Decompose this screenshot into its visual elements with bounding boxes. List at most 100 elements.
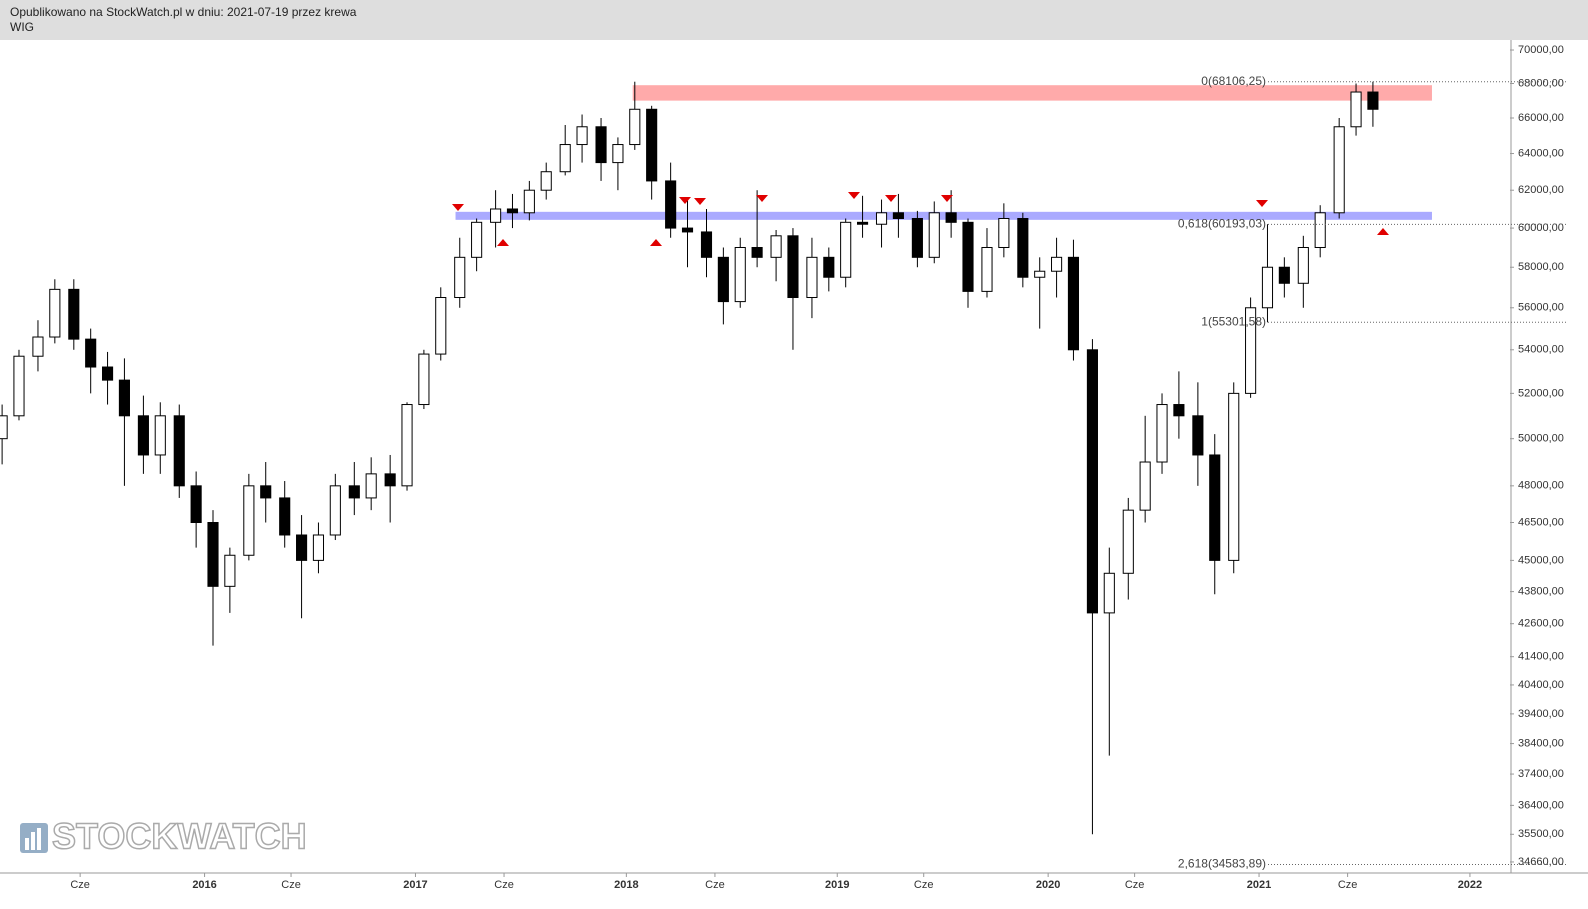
y-tick-label: 46500,00 xyxy=(1518,516,1564,528)
candle-body xyxy=(1278,266,1290,284)
candle-body xyxy=(892,212,904,219)
candle-body xyxy=(1051,256,1063,272)
candle-body xyxy=(1017,217,1029,278)
y-tick-label: 39400,00 xyxy=(1518,708,1564,720)
y-tick-label: 48000,00 xyxy=(1518,480,1564,492)
y-tick-label: 42600,00 xyxy=(1518,618,1564,630)
candle-body xyxy=(646,108,658,182)
candle-body xyxy=(806,256,818,299)
candle-body xyxy=(418,353,430,406)
zone xyxy=(632,85,1432,101)
candle-body xyxy=(734,246,746,303)
y-tick-label: 43800,00 xyxy=(1518,586,1564,598)
candle-body xyxy=(945,212,957,223)
candle-body xyxy=(454,256,466,299)
candle-body xyxy=(787,235,799,299)
candle-body xyxy=(595,126,607,164)
candle-body xyxy=(523,189,535,214)
y-tick-label: 36400,00 xyxy=(1518,799,1564,811)
fib-label: 1(55301,58) xyxy=(1201,314,1266,328)
y-tick-label: 50000,00 xyxy=(1518,433,1564,445)
y-tick-label: 54000,00 xyxy=(1518,344,1564,356)
candle-body xyxy=(224,554,236,587)
candle-body xyxy=(32,336,44,357)
candle-body xyxy=(1122,509,1134,574)
candle-body xyxy=(190,485,202,524)
candle-body xyxy=(207,522,219,587)
candle-body xyxy=(576,126,588,146)
y-tick-label: 35500,00 xyxy=(1518,828,1564,840)
signal-markers xyxy=(452,192,1389,246)
y-tick-label: 37400,00 xyxy=(1518,768,1564,780)
x-tick-label: 2020 xyxy=(1036,879,1060,891)
candle-body xyxy=(68,288,80,340)
zone xyxy=(455,211,1432,220)
x-tick-label: 2016 xyxy=(192,879,216,891)
candle-body xyxy=(665,180,677,229)
y-tick-label: 45000,00 xyxy=(1518,554,1564,566)
candle-body xyxy=(823,256,835,278)
candle-body xyxy=(1173,404,1185,417)
candle-body xyxy=(681,227,694,233)
zones xyxy=(455,85,1432,220)
candle-body xyxy=(962,221,974,292)
candle-body xyxy=(1245,307,1257,394)
candle-body xyxy=(540,171,552,191)
candle-body xyxy=(13,355,25,417)
candle-body xyxy=(118,379,130,417)
candle-body xyxy=(85,338,97,368)
y-tick-label: 62000,00 xyxy=(1518,184,1564,196)
candle-body xyxy=(751,246,763,258)
candle-body xyxy=(49,288,61,338)
candle-body xyxy=(1034,270,1046,278)
candles xyxy=(0,81,1379,835)
candle-body xyxy=(348,485,360,499)
y-tick-label: 41400,00 xyxy=(1518,651,1564,663)
x-tick-label: Cze xyxy=(281,879,301,891)
x-tick-label: 2018 xyxy=(614,879,638,891)
candle-body xyxy=(612,144,624,164)
x-tick-label: Cze xyxy=(70,879,90,891)
y-tick-label: 56000,00 xyxy=(1518,302,1564,314)
x-tick-label: 2017 xyxy=(403,879,427,891)
candle-body xyxy=(700,231,713,258)
y-tick-label: 34660,00 xyxy=(1518,856,1564,868)
candle-body xyxy=(1333,126,1345,214)
symbol: WIG xyxy=(10,20,34,34)
y-tick-label: 38400,00 xyxy=(1518,737,1564,749)
fib-label: 0,618(60193,03) xyxy=(1178,217,1266,231)
x-tick-label: 2019 xyxy=(825,879,849,891)
candle-body xyxy=(840,221,852,278)
candle-body xyxy=(770,235,782,258)
y-tick-label: 68000,00 xyxy=(1518,77,1564,89)
x-tick-label: Cze xyxy=(1338,879,1358,891)
candle-body xyxy=(1209,454,1221,561)
header-bar xyxy=(0,0,1588,40)
candle-body xyxy=(875,212,888,225)
candle-body xyxy=(1261,266,1274,309)
candle-body xyxy=(1367,91,1379,110)
y-tick-label: 40400,00 xyxy=(1518,679,1564,691)
candle-body xyxy=(260,485,272,499)
candle-body xyxy=(928,212,940,258)
candle-body xyxy=(0,415,8,440)
candle-body xyxy=(154,415,166,456)
candle-body xyxy=(137,415,149,456)
candle-body xyxy=(856,221,869,225)
fib-label: 2,618(34583,89) xyxy=(1178,857,1266,871)
x-tick-label: Cze xyxy=(1125,879,1145,891)
candle-body xyxy=(471,221,483,258)
x-tick-label: Cze xyxy=(914,879,934,891)
x-tick-label: 2022 xyxy=(1458,879,1482,891)
candle-body xyxy=(1103,572,1115,614)
candle-body xyxy=(1297,246,1309,284)
candle-body xyxy=(629,108,641,146)
y-tick-label: 66000,00 xyxy=(1518,112,1564,124)
candle-body xyxy=(1228,392,1240,561)
candle-body xyxy=(173,415,185,487)
candle-body xyxy=(296,534,308,561)
candle-body xyxy=(329,485,341,536)
candle-body xyxy=(435,297,447,355)
